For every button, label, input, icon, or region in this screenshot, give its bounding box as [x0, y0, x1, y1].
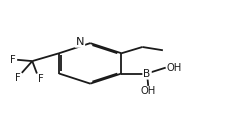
Text: B: B	[143, 69, 151, 79]
Text: F: F	[15, 73, 21, 83]
Text: F: F	[10, 55, 15, 65]
Text: OH: OH	[141, 86, 156, 96]
Text: OH: OH	[167, 63, 182, 73]
Text: N: N	[76, 37, 84, 47]
Text: F: F	[38, 74, 44, 84]
